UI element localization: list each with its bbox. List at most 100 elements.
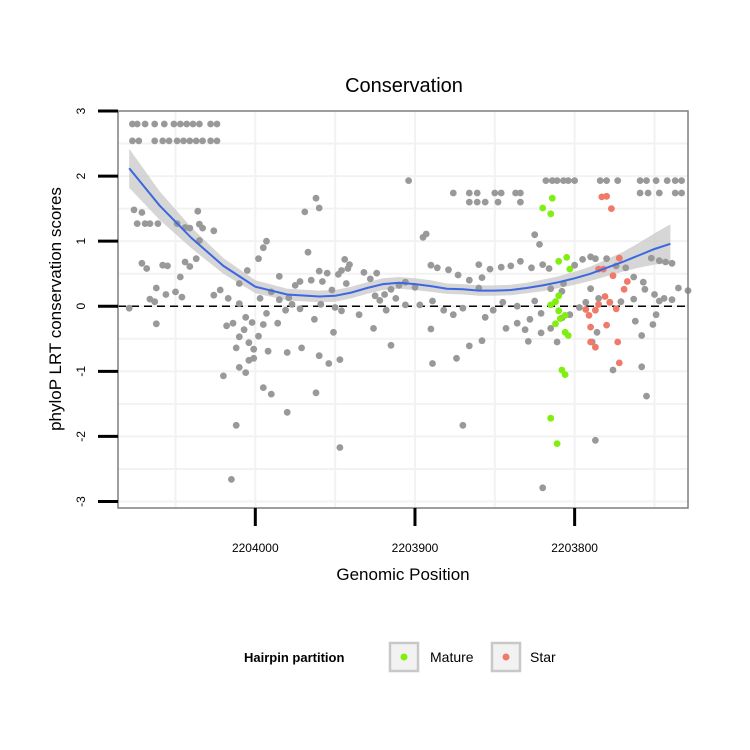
data-point [663, 177, 671, 185]
data-point [242, 369, 250, 376]
data-point [151, 137, 159, 145]
data-point [491, 189, 499, 197]
data-point [402, 301, 409, 309]
y-tick-label: -2 [74, 431, 88, 442]
data-point [370, 325, 377, 332]
data-point [125, 304, 133, 312]
data-point [192, 255, 200, 263]
data-point [159, 137, 167, 145]
data-point [133, 220, 141, 228]
data-point [579, 256, 586, 263]
data-point [263, 237, 270, 245]
data-point [555, 257, 563, 265]
legend-label-mature: Mature [430, 649, 474, 665]
data-point [555, 292, 563, 300]
data-point [553, 338, 561, 346]
data-point [526, 315, 534, 323]
data-point [539, 261, 547, 268]
data-point [536, 241, 543, 248]
data-point [160, 120, 168, 128]
data-point [130, 206, 138, 214]
data-point [429, 360, 436, 367]
data-point [473, 198, 481, 206]
data-point [596, 177, 604, 185]
data-point [307, 276, 315, 284]
legend-label-star: Star [530, 649, 556, 665]
smooth-trend-line [128, 167, 671, 298]
data-point [502, 325, 510, 332]
data-point [587, 285, 594, 293]
data-point [603, 255, 610, 263]
data-point [459, 304, 467, 312]
data-point [259, 244, 267, 252]
data-point [459, 421, 467, 429]
data-point [539, 204, 547, 212]
data-point [178, 293, 186, 301]
data-point [517, 198, 524, 206]
data-point [636, 189, 644, 197]
data-point [453, 354, 460, 362]
data-point [341, 256, 349, 263]
data-point [346, 261, 353, 268]
data-point [531, 297, 539, 305]
data-point [564, 332, 572, 339]
x-tick-label: 2203900 [392, 541, 439, 555]
data-point [662, 258, 669, 266]
data-point [513, 302, 521, 310]
data-point [427, 261, 435, 269]
y-axis: -3 -2 -1 0 1 2 3 [74, 107, 118, 507]
data-point [283, 408, 291, 416]
data-point [387, 341, 395, 349]
x-tick-label: 2204000 [232, 541, 279, 555]
data-point [489, 306, 497, 314]
y-tick-label: -1 [74, 366, 88, 377]
data-point [566, 265, 574, 273]
data-point [154, 220, 162, 228]
data-point [537, 329, 545, 337]
data-point [223, 322, 231, 330]
data-point [603, 321, 610, 329]
data-point [601, 293, 609, 300]
x-tick-label: 2203800 [551, 541, 598, 555]
data-point [639, 278, 647, 286]
data-point [647, 254, 655, 262]
data-point [473, 189, 481, 197]
data-point [655, 297, 663, 305]
data-point [644, 189, 652, 197]
data-point [595, 295, 602, 302]
data-point [465, 276, 473, 284]
data-point [183, 120, 191, 128]
data-point [288, 300, 296, 308]
data-point [553, 440, 561, 447]
y-tick-label: 1 [74, 238, 88, 245]
data-point [641, 285, 649, 293]
data-point [478, 274, 486, 281]
data-point [499, 298, 507, 306]
data-point [330, 328, 337, 336]
data-point [671, 189, 679, 197]
data-point [561, 312, 569, 319]
data-point [242, 313, 250, 321]
data-point [615, 359, 623, 367]
legend-title: Hairpin partition [244, 650, 344, 665]
data-point [275, 296, 283, 304]
data-point [422, 230, 430, 238]
data-point [655, 189, 663, 197]
data-point [133, 120, 141, 128]
data-point [612, 305, 620, 313]
data-point [325, 360, 333, 367]
legend-key-star-dot [502, 653, 510, 661]
data-point [620, 285, 628, 293]
data-point [267, 390, 275, 398]
data-point [181, 258, 189, 266]
data-point [129, 137, 136, 145]
data-point [517, 189, 524, 197]
data-point [220, 372, 227, 380]
data-point [636, 177, 644, 185]
data-point [210, 227, 218, 235]
data-point [259, 384, 267, 391]
data-point [465, 198, 473, 206]
data-point [312, 389, 320, 397]
data-point [213, 120, 221, 128]
data-point [609, 366, 617, 374]
